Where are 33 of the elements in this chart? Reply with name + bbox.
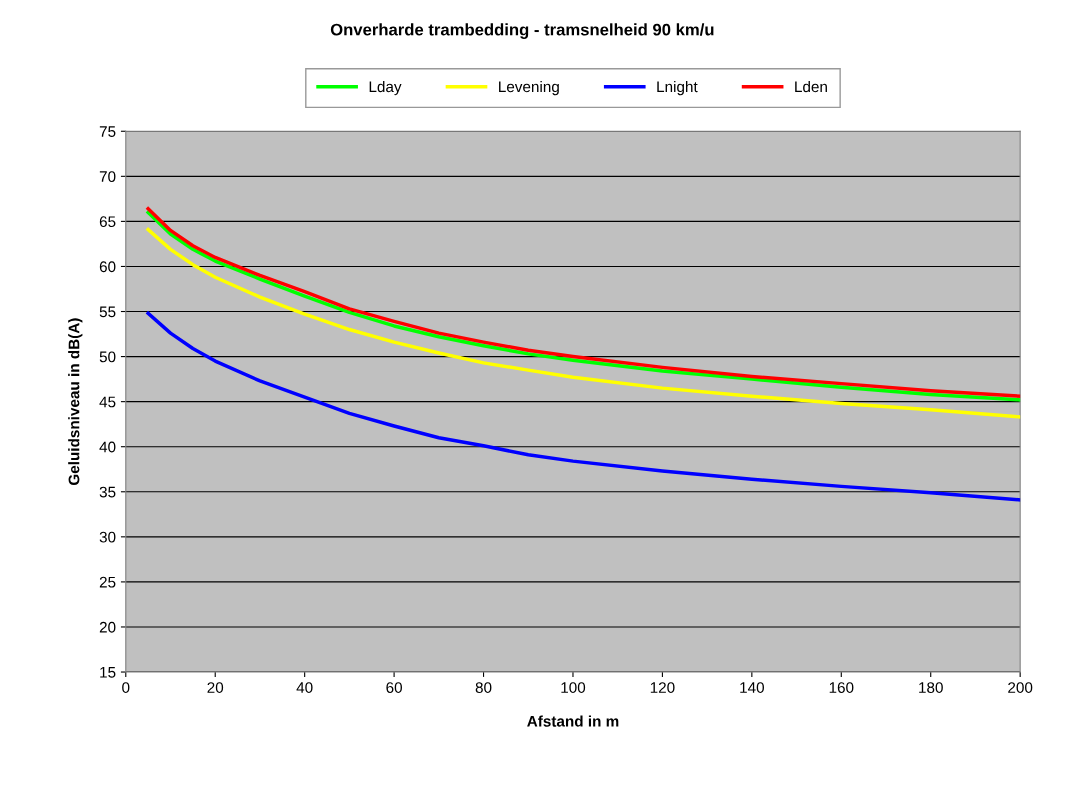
legend-label: Lnight [657, 80, 698, 96]
x-tick-label: 160 [829, 682, 854, 693]
legend-label: Levening [499, 80, 559, 96]
y-tick-label: 65 [99, 216, 116, 228]
x-tick-label: 60 [386, 682, 402, 693]
y-tick-label: 50 [99, 351, 116, 363]
y-tick-label: 45 [99, 396, 116, 408]
x-tick-label: 200 [1008, 682, 1033, 693]
chart-title: Onverharde trambedding - tramsnelheid 90 km/u [330, 23, 714, 39]
legend-label: Lday [369, 80, 402, 96]
x-tick-label: 120 [650, 682, 675, 693]
x-tick-label: 140 [740, 682, 764, 693]
y-tick-label: 25 [99, 576, 116, 588]
y-axis-title: Geluidsniveau in dB(A) [68, 318, 83, 486]
y-tick-label: 20 [99, 621, 116, 633]
x-tick-label: 0 [122, 682, 130, 693]
x-tick-label: 20 [207, 682, 224, 693]
y-tick-label: 15 [100, 667, 116, 678]
x-tick-label: 100 [561, 682, 586, 693]
x-tick-label: 180 [919, 682, 943, 693]
y-tick-label: 70 [99, 171, 116, 183]
x-axis-title: Afstand in m [527, 715, 619, 727]
x-tick-label: 40 [296, 682, 313, 693]
x-tick-label: 80 [475, 682, 492, 693]
y-tick-label: 75 [99, 126, 116, 137]
y-tick-label: 60 [99, 261, 116, 273]
line-series [146, 227, 1021, 419]
y-tick-label: 30 [99, 531, 116, 543]
y-tick-label: 55 [99, 306, 116, 318]
legend-label: Lden [795, 80, 827, 93]
y-tick-label: 35 [99, 486, 116, 498]
y-tick-label: 40 [99, 441, 116, 453]
line-series [146, 311, 1021, 502]
